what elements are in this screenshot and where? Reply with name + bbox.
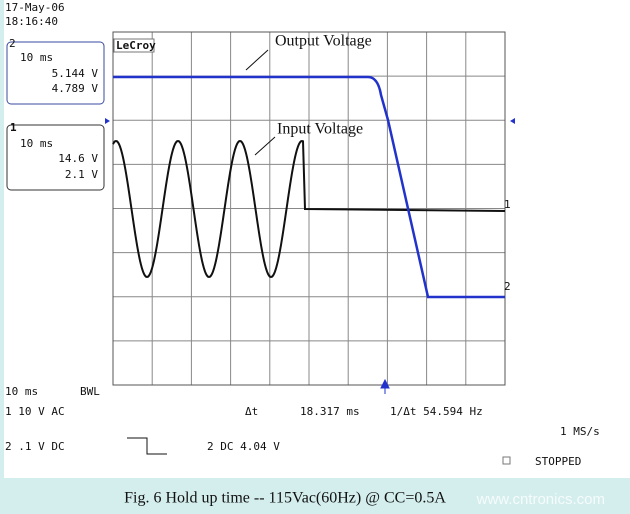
reading: 5.144 V	[52, 67, 99, 80]
delta-t: 18.317 ms	[300, 405, 360, 418]
arrow	[254, 136, 276, 156]
ch2-readout: 2 .1 V DC	[5, 440, 65, 453]
caption: Fig. 6 Hold up time -- 115Vac(60Hz) @ CC…	[124, 490, 446, 507]
ch1-readout: 1 10 V AC	[5, 405, 65, 418]
trace-marker: 1	[504, 198, 511, 211]
input-trace	[112, 139, 506, 279]
channel-label: 1	[10, 121, 17, 134]
status: STOPPED	[535, 455, 581, 468]
cursor-marker	[380, 378, 390, 394]
bwl: BWL	[80, 385, 100, 398]
trace-marker: 2	[504, 280, 511, 293]
timebase: 10 ms	[20, 137, 53, 150]
coupling-icon	[127, 437, 167, 455]
annotation: Input Voltage	[277, 121, 363, 138]
channel-label: 2	[9, 37, 16, 50]
sample-rate: 1 MS/s	[560, 425, 600, 438]
time: 18:16:40	[5, 15, 58, 28]
trigger: 2 DC 4.04 V	[207, 440, 280, 453]
reading: 2.1 V	[65, 168, 98, 181]
watermark: www.cntronics.com	[476, 491, 605, 508]
channel-box	[6, 124, 105, 191]
annotation: Output Voltage	[275, 33, 372, 50]
delta-t-label: Δt	[245, 405, 258, 418]
brand: LeCroy	[116, 39, 156, 52]
brand-box	[113, 38, 155, 53]
reading: 14.6 V	[58, 152, 98, 165]
output-trace	[113, 75, 505, 299]
grid-frame	[112, 31, 506, 386]
inv-delta-t: 1/Δt 54.594 Hz	[390, 405, 483, 418]
timebase-readout: 10 ms	[5, 385, 38, 398]
reading: 4.789 V	[52, 82, 99, 95]
timebase: 10 ms	[20, 51, 53, 64]
arrow	[245, 49, 269, 71]
scope-screen	[4, 0, 630, 478]
status-box	[502, 456, 511, 465]
channel-box	[6, 41, 105, 105]
date: 17-May-06	[5, 1, 65, 14]
